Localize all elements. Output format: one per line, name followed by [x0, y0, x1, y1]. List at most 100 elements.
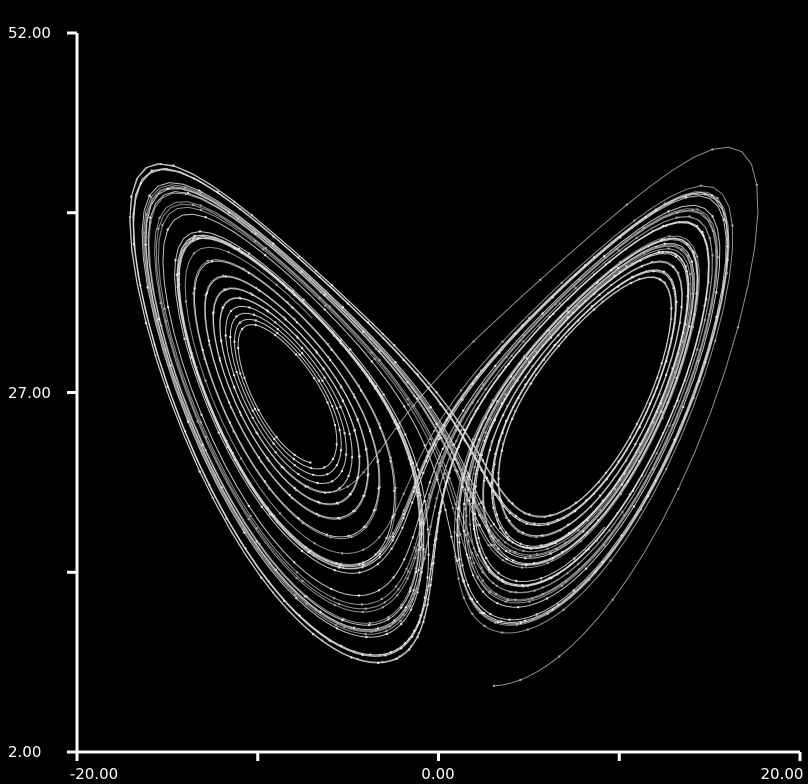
trajectory-point	[521, 531, 525, 534]
trajectory-point	[636, 231, 639, 235]
trajectory-point	[511, 417, 514, 421]
trajectory-point	[489, 590, 492, 593]
trajectory-point	[241, 327, 244, 331]
trajectory-point	[608, 260, 611, 264]
trajectory-point	[618, 249, 621, 252]
trajectory-point	[703, 361, 707, 364]
trajectory-point	[493, 463, 496, 466]
trajectory-point	[528, 600, 531, 603]
trajectory-point	[251, 293, 254, 296]
trajectory-point	[239, 372, 242, 375]
trajectory-point	[225, 517, 228, 520]
trajectory-point	[255, 526, 258, 530]
trajectory-point	[521, 324, 524, 327]
trajectory-point	[510, 354, 513, 357]
trajectory-point	[664, 373, 668, 377]
trajectory-point	[487, 544, 490, 547]
trajectory-point	[716, 256, 719, 259]
trajectory-point	[293, 561, 296, 564]
trajectory-point	[300, 270, 303, 273]
trajectory-point	[161, 223, 164, 227]
trajectory-point	[500, 449, 504, 452]
trajectory-point	[280, 465, 284, 469]
trajectory-point	[509, 375, 513, 378]
trajectory-point	[533, 589, 536, 592]
trajectory-point	[409, 590, 412, 593]
trajectory-point	[344, 453, 348, 456]
trajectory-point	[608, 529, 611, 532]
trajectory-point	[362, 330, 365, 333]
trajectory-point	[620, 534, 623, 537]
trajectory-point	[313, 377, 316, 380]
trajectory-point	[311, 473, 315, 476]
trajectory-point	[584, 567, 588, 570]
trajectory-point	[546, 562, 549, 565]
trajectory-point	[497, 539, 500, 542]
trajectory-point	[492, 523, 495, 526]
trajectory-point	[338, 517, 342, 521]
trajectory-point	[632, 505, 636, 508]
trajectory-point	[417, 569, 420, 572]
trajectory-point	[623, 513, 626, 517]
trajectory-point	[414, 549, 418, 552]
trajectory-point	[272, 442, 275, 445]
trajectory-point	[500, 501, 503, 504]
trajectory-point	[411, 536, 414, 539]
trajectory-point	[294, 593, 297, 597]
trajectory-point	[755, 183, 758, 186]
trajectory-point	[274, 333, 277, 337]
trajectory-point	[616, 285, 620, 288]
trajectory-point	[374, 387, 377, 390]
trajectory-point	[292, 457, 295, 461]
trajectory-point	[642, 226, 645, 230]
trajectory-point	[368, 430, 372, 433]
trajectory-point	[731, 224, 734, 227]
trajectory-point	[385, 632, 389, 636]
trajectory-point	[416, 373, 419, 376]
trajectory-point	[297, 256, 300, 259]
trajectory-point	[471, 502, 474, 505]
trajectory-point	[409, 462, 413, 466]
trajectory-point	[524, 557, 527, 560]
trajectory-point	[469, 556, 472, 560]
trajectory-point	[711, 215, 714, 218]
trajectory-point	[495, 584, 498, 587]
trajectory-point	[672, 287, 675, 290]
trajectory-point	[418, 621, 421, 624]
trajectory-point	[525, 563, 528, 566]
trajectory-point	[428, 496, 432, 499]
trajectory-point	[668, 235, 671, 238]
trajectory-point	[495, 592, 498, 595]
ticks-layer	[67, 31, 802, 761]
trajectory-point	[474, 472, 477, 476]
trajectory-point	[472, 528, 476, 531]
trajectory-point	[341, 618, 344, 622]
trajectory-point	[144, 321, 148, 325]
trajectory-point	[470, 598, 474, 601]
trajectory-point	[662, 224, 665, 228]
trajectory-point	[487, 565, 490, 569]
trajectory-point	[423, 604, 426, 607]
trajectory-point	[350, 535, 353, 539]
trajectory-point	[556, 518, 559, 521]
trajectory-point	[501, 414, 505, 417]
trajectory-point	[444, 472, 447, 475]
trajectory-point	[550, 542, 553, 545]
trajectory-point	[149, 196, 153, 199]
trajectory-point	[654, 479, 657, 482]
trajectory-point	[258, 289, 261, 292]
trajectory-point	[453, 531, 456, 534]
trajectory-point	[433, 539, 437, 542]
trajectory-point	[198, 189, 201, 192]
trajectory-point	[493, 536, 496, 539]
trajectory-point	[511, 541, 514, 544]
trajectory-point	[525, 357, 529, 360]
trajectory-point	[494, 493, 497, 496]
trajectory-point	[366, 474, 369, 477]
trajectory-point	[484, 416, 487, 419]
trajectory-point	[397, 588, 400, 591]
trajectory-point	[380, 597, 383, 601]
trajectory-point	[169, 364, 172, 367]
trajectory-point	[532, 356, 535, 359]
trajectory-point	[594, 570, 597, 573]
